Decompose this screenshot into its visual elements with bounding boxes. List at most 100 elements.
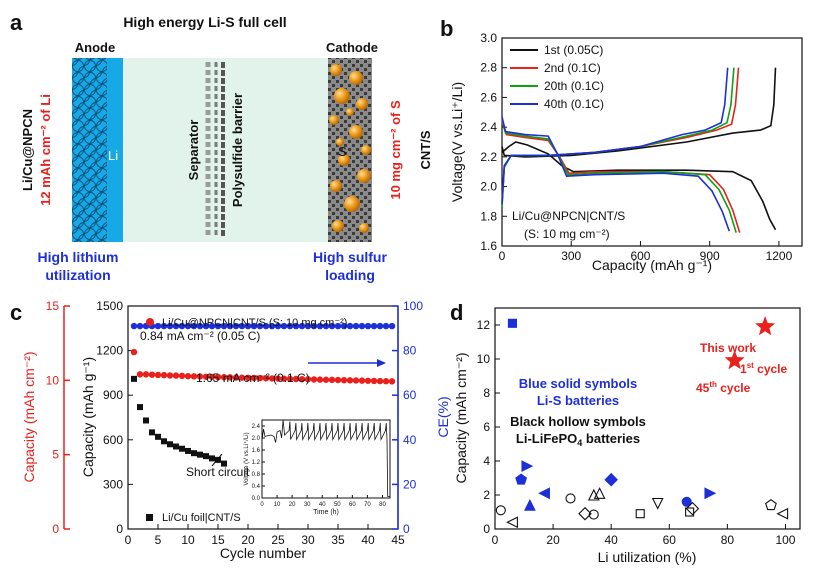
points-c <box>130 322 396 467</box>
d-xtick-label-2: 40 <box>605 533 619 547</box>
c-point-s0-26 <box>286 375 294 383</box>
sulfur-particle-10 <box>332 220 344 232</box>
inset-ytick-label-3: 1.2 <box>252 460 261 466</box>
sulfur-particle-5 <box>349 125 363 139</box>
c-ce-tick-label-3: 60 <box>403 388 417 402</box>
c-point-s0-32 <box>322 376 330 383</box>
c-point-s2-8 <box>178 322 186 330</box>
c-xtick-label-4: 20 <box>241 533 255 547</box>
c-point-s0-23 <box>268 375 276 382</box>
b-discharge-curve-3 <box>501 116 731 232</box>
c-point-s2-22 <box>262 322 270 330</box>
inset-ytick-label-4: 1.6 <box>252 448 261 454</box>
c-point-s2-19 <box>244 322 252 330</box>
c-point-s2-30 <box>310 322 318 330</box>
c-point-s2-21 <box>256 322 264 330</box>
c-point-s1-12 <box>203 453 209 460</box>
45th-cycle-label: 45th cycle <box>696 380 751 395</box>
c-point-s2-43 <box>388 322 396 330</box>
first-cycle-suffix: st <box>747 361 754 370</box>
c-xtick-label-1: 5 <box>155 533 162 547</box>
c-point-s0-16 <box>226 374 234 381</box>
c-point-s2-17 <box>232 322 240 330</box>
c-point-s0-40 <box>370 377 378 385</box>
d-point-2 <box>507 318 517 328</box>
inset-voltage-curve <box>261 419 390 497</box>
d-point-1 <box>755 316 776 336</box>
d-ytick-label-4: 8 <box>483 386 490 400</box>
c-point-s0-19 <box>244 374 252 382</box>
li-label: Li <box>108 148 118 163</box>
b-legend-label-2: 20th (0.1C) <box>544 79 604 93</box>
c-point-s2-6 <box>166 322 174 330</box>
c-point-s2-41 <box>376 322 384 330</box>
sulfur-particle-1 <box>349 71 363 85</box>
d-y-axis-label: Capacity (mAh cm⁻²) <box>453 352 469 483</box>
b-legend-label-1: 2nd (0.1C) <box>544 61 601 75</box>
inset-xtick-label-8: 80 <box>379 502 386 508</box>
c-point-s1-7 <box>173 443 179 450</box>
c-point-s2-31 <box>316 322 324 330</box>
c-point-s0-1 <box>136 371 144 378</box>
c-point-s2-42 <box>382 322 390 330</box>
c-y-axis-label: Capacity (mAh g⁻¹) <box>80 357 96 477</box>
c-xtick-label-6: 30 <box>301 533 315 547</box>
c-areal-tick-label-2: 10 <box>46 373 60 387</box>
c-point-s0-30 <box>310 376 318 383</box>
sulfur-particle-12 <box>361 145 371 155</box>
c-point-s0-8 <box>178 372 186 380</box>
inset-xtick-label-7: 70 <box>364 502 371 508</box>
c-xtick-label-9: 45 <box>391 533 405 547</box>
c-point-s0-11 <box>196 373 204 380</box>
c-point-s2-5 <box>160 322 168 330</box>
panel-letter-b: b <box>440 16 453 41</box>
li-capacity-label: 12 mAh cm⁻² of Li <box>38 94 53 206</box>
inset-xtick-label-0: 0 <box>260 502 264 508</box>
c-ce-tick-label-4: 80 <box>403 344 417 358</box>
b-annotation-line2: (S: 10 mg cm⁻²) <box>524 227 610 241</box>
inset-xtick-label-5: 50 <box>334 502 341 508</box>
cell-title: High energy Li-S full cell <box>123 14 286 30</box>
c-point-s2-28 <box>298 322 306 330</box>
plot-frame-b <box>501 37 803 247</box>
c-point-s1-15 <box>221 460 227 467</box>
b-ytick-label-2: 2.0 <box>480 180 497 194</box>
points-d <box>495 316 789 529</box>
c-point-s2-25 <box>280 322 288 330</box>
c-legend-red-marker <box>146 318 154 326</box>
inset-ytick-label-5: 2.0 <box>252 436 261 442</box>
inset-c: 0 10 20 30 40 50 60 70 80 0.0 0.4 0.8 1.2 1.6 2.0 2.4 Ti… <box>243 419 391 516</box>
d-point-13 <box>578 506 592 521</box>
high-lithium-line1: High lithium <box>38 249 119 265</box>
c-point-s0-13 <box>208 373 216 381</box>
legend-black-line2-text: Li-LiFePO <box>516 431 577 446</box>
d-point-9 <box>704 487 717 500</box>
c-point-s0-4 <box>154 371 162 379</box>
c-point-s0-25 <box>280 375 288 382</box>
45th-cycle-word: cycle <box>717 381 751 395</box>
high-sulfur-line1: High sulfur <box>313 249 387 265</box>
li-metal-anode <box>72 58 107 242</box>
b-ytick-label-0: 1.6 <box>480 239 497 253</box>
inset-xtick-label-1: 10 <box>274 502 281 508</box>
inset-x-axis-label: Time (h) <box>313 509 339 516</box>
plot-frame-d <box>494 307 801 530</box>
cathode-material-label: CNT/S <box>418 130 433 169</box>
inset-frame <box>261 419 391 499</box>
c-point-s0-0 <box>130 348 138 356</box>
c-point-s0-21 <box>256 374 264 382</box>
axes-b: 0 300 600 900 1200 1.6 1.8 2.0 2.2 2.4 2.6 2.8 3.0 <box>480 31 792 263</box>
b-xtick-label-2: 600 <box>630 249 650 263</box>
c-annotation-2: 1.65 mA cm⁻² (0.1 C) <box>196 371 310 385</box>
c-annotation-3: Short circuit <box>186 465 250 479</box>
sulfur-particles <box>329 64 371 233</box>
c-point-s0-6 <box>166 372 174 379</box>
d-point-7 <box>604 472 618 487</box>
c-point-s0-14 <box>214 373 222 381</box>
c-point-s1-9 <box>185 447 191 454</box>
c-point-s0-2 <box>142 371 150 378</box>
panel-b: b 0 300 600 900 1200 1.6 1.8 2.0 2.2 2.4 2.6 2.8 3.0… <box>440 16 803 273</box>
legend-c: Li/Cu@NPCN|CNT/S (S: 10 mg cm⁻²) Li/Cu fo… <box>146 317 347 524</box>
ce-arrow <box>308 359 386 367</box>
